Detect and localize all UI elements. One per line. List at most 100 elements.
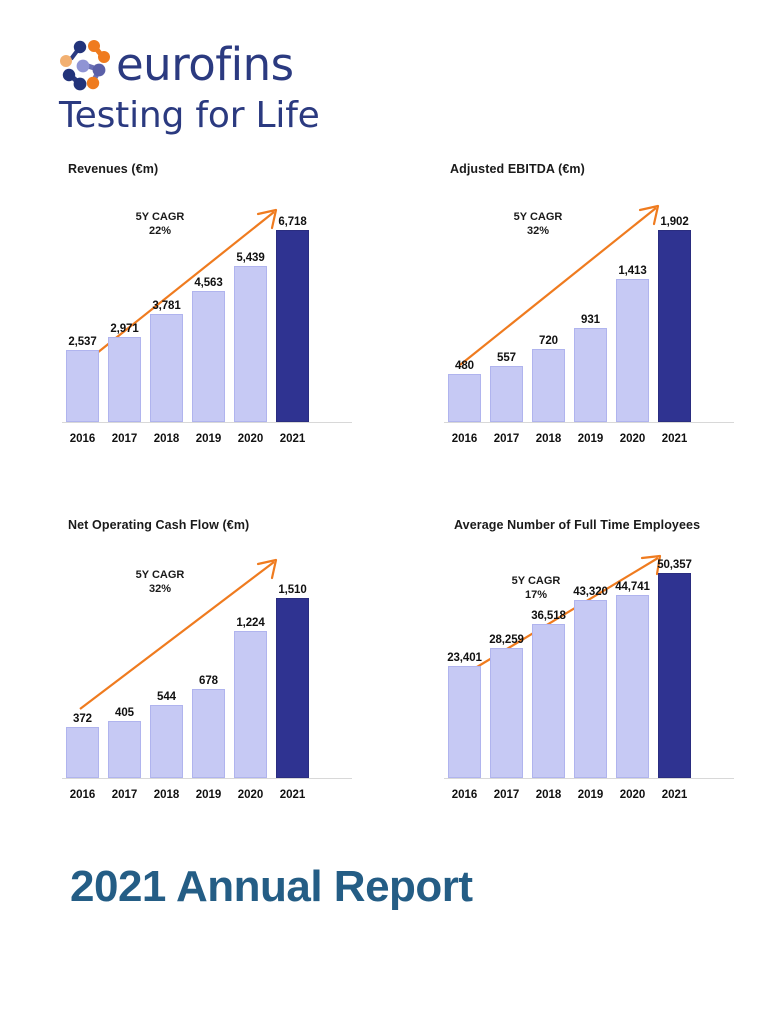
bar-value-2017: 28,259 [489,634,524,646]
chart-title-adjusted-ebitda: Adjusted EBITDA (€m) [450,162,585,176]
bar-value-2020: 5,439 [236,252,265,264]
bar-label-2016: 2016 [69,433,96,445]
bar-2019[interactable] [574,600,607,778]
bar-label-2020: 2020 [237,789,264,801]
bar-2016[interactable] [66,350,99,422]
bar-value-2021: 1,902 [660,216,689,228]
bar-value-2016: 2,537 [68,336,97,348]
bar-2019[interactable] [192,291,225,422]
plot-area-adjusted-ebitda: 5Y CAGR 32% 480 2016 557 2017 720 2018 [440,190,768,450]
chart-revenues: Revenues (€m) 5Y CAGR 22% 2,537 2016 2,9… [58,162,388,462]
bar-value-2017: 2,971 [110,323,139,335]
bar-label-2017: 2017 [493,433,520,445]
bar-value-2018: 720 [539,335,558,347]
bar-2021[interactable] [658,230,691,422]
bar-label-2018: 2018 [153,789,180,801]
bar-2017[interactable] [108,721,141,778]
bar-label-2019: 2019 [195,433,222,445]
baseline-adjusted-ebitda [444,422,734,423]
bar-label-2018: 2018 [153,433,180,445]
bar-2016[interactable] [66,727,99,778]
plot-area-revenues: 5Y CAGR 22% 2,537 2016 2,971 2017 3,781 … [58,190,388,450]
plot-area-average-full-time-employees: 5Y CAGR 17% 23,401 2016 28,259 2017 36,5… [440,546,768,806]
bar-2020[interactable] [616,279,649,422]
bar-2019[interactable] [192,689,225,778]
bar-value-2020: 1,413 [618,265,647,277]
chart-average-full-time-employees: Average Number of Full Time Employees 5Y… [440,518,768,818]
bar-label-2021: 2021 [279,789,306,801]
bar-2020[interactable] [234,631,267,778]
chart-net-operating-cash-flow: Net Operating Cash Flow (€m) 5Y CAGR 32%… [58,518,388,818]
bar-2018[interactable] [532,349,565,422]
bar-value-2018: 36,518 [531,610,566,622]
cagr-label: 5Y CAGR [135,211,185,223]
chart-title-revenues: Revenues (€m) [68,162,159,176]
baseline-net-operating-cash-flow [62,778,352,779]
bar-label-2020: 2020 [619,789,646,801]
bar-value-2019: 678 [199,675,218,687]
bar-group-net-operating-cash-flow: 372 2016 405 2017 544 2018 678 2019 1,22… [66,584,326,801]
bar-value-2019: 43,320 [573,586,608,598]
bar-2020[interactable] [616,595,649,778]
bar-value-2021: 6,718 [278,216,307,228]
bar-value-2019: 931 [581,314,600,326]
bar-label-2019: 2019 [577,433,604,445]
bar-label-2021: 2021 [661,433,688,445]
bar-value-2018: 544 [157,691,176,703]
bar-value-2020: 1,224 [236,617,265,629]
chart-title-average-full-time-employees: Average Number of Full Time Employees [454,518,701,532]
baseline-revenues [62,422,352,423]
bar-value-2019: 4,563 [194,277,223,289]
bar-value-2021: 1,510 [278,584,307,596]
bar-label-2016: 2016 [451,433,478,445]
bar-2017[interactable] [490,648,523,778]
bar-label-2016: 2016 [69,789,96,801]
bar-label-2021: 2021 [279,433,306,445]
bar-2018[interactable] [532,624,565,778]
baseline-average-full-time-employees [444,778,734,779]
bar-label-2021: 2021 [661,789,688,801]
eurofins-logo: eurofins Testing for Life [58,34,378,136]
bar-2021[interactable] [658,573,691,778]
logo-tagline: Testing for Life [59,95,320,136]
bar-label-2017: 2017 [111,789,138,801]
logo-wordmark: eurofins [116,38,294,91]
bar-label-2018: 2018 [535,433,562,445]
bar-value-2016: 372 [73,713,92,725]
bar-group-revenues: 2,537 2016 2,971 2017 3,781 2018 4,563 2… [66,216,326,445]
bar-value-2018: 3,781 [152,300,181,312]
chart-adjusted-ebitda: Adjusted EBITDA (€m) 5Y CAGR 32% 480 201… [440,162,768,462]
bar-group-adjusted-ebitda: 480 2016 557 2017 720 2018 931 2019 1,41… [448,216,708,445]
bar-2017[interactable] [490,366,523,422]
bar-2016[interactable] [448,374,481,422]
bar-2020[interactable] [234,266,267,422]
bar-2021[interactable] [276,598,309,778]
bar-value-2017: 557 [497,352,516,364]
eurofins-molecule-logo-icon [60,40,110,91]
bar-value-2017: 405 [115,707,134,719]
bar-label-2017: 2017 [493,789,520,801]
bar-value-2016: 480 [455,360,474,372]
plot-area-net-operating-cash-flow: 5Y CAGR 32% 372 2016 405 2017 544 2018 [58,546,388,806]
bar-label-2019: 2019 [195,789,222,801]
report-title: 2021 Annual Report [70,862,473,911]
bar-value-2016: 23,401 [447,652,482,664]
bar-label-2020: 2020 [237,433,264,445]
bar-label-2016: 2016 [451,789,478,801]
bar-2018[interactable] [150,705,183,778]
bar-label-2020: 2020 [619,433,646,445]
bar-group-average-full-time-employees: 23,401 2016 28,259 2017 36,518 2018 43,3… [447,559,708,801]
bar-value-2021: 50,357 [657,559,692,571]
bar-label-2018: 2018 [535,789,562,801]
bar-value-2020: 44,741 [615,581,650,593]
bar-2018[interactable] [150,314,183,422]
chart-title-net-operating-cash-flow: Net Operating Cash Flow (€m) [68,518,250,532]
bar-2016[interactable] [448,666,481,778]
bar-2021[interactable] [276,230,309,422]
bar-2017[interactable] [108,337,141,422]
bar-label-2017: 2017 [111,433,138,445]
cagr-label: 5Y CAGR [513,211,563,223]
bar-2019[interactable] [574,328,607,422]
bar-label-2019: 2019 [577,789,604,801]
cagr-label: 5Y CAGR [135,569,185,581]
